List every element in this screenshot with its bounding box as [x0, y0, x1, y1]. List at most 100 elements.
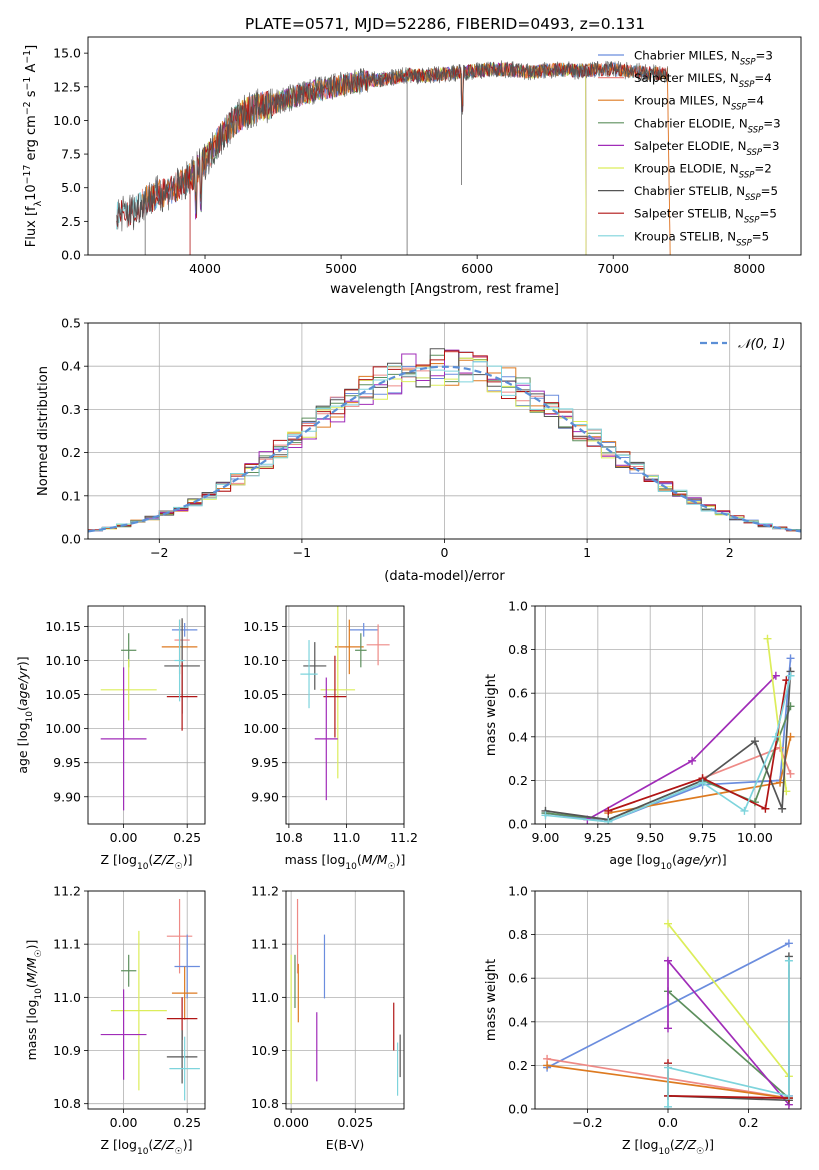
x-tick-label: 1	[583, 545, 591, 560]
y-axis-label: Flux [fλ10−17 erg cm−2 s−1 A−1]	[22, 45, 44, 247]
y-tick-label: 0.1	[61, 488, 81, 503]
x-axis-label: Z [log10(Z/Z☉)]	[101, 1137, 193, 1157]
plot-area-age_vs_mass	[300, 606, 390, 801]
axes-frame	[87, 322, 802, 540]
axes-mass_vs_ebv: 0.000 0.025 10.8 10.9 11.0 11.1 11.2 E(B-V)	[251, 884, 405, 1152]
axes-frame	[87, 605, 206, 825]
weight-marker	[740, 806, 749, 815]
weight-marker	[784, 1091, 793, 1100]
y-axis-label: Normed distribution	[36, 366, 51, 496]
weight-marker	[698, 778, 707, 787]
y-tick-label: 0.4	[61, 359, 81, 374]
weight-line	[608, 679, 788, 812]
x-tick-label: 0.025	[337, 1115, 373, 1130]
x-tick-label: 0.0	[658, 1115, 678, 1130]
weight-marker	[761, 804, 770, 813]
plot-area-mass_vs_Z	[100, 898, 200, 1101]
y-tick-label: 10.10	[45, 653, 81, 668]
y-tick-label: 0.3	[61, 402, 81, 417]
y-tick-label: 0.8	[508, 642, 528, 657]
x-tick-label: 7000	[597, 261, 629, 276]
spectrum-line	[191, 62, 587, 255]
y-tick-label: 11.1	[251, 937, 279, 952]
y-tick-label: 10.05	[45, 687, 81, 702]
weight-line	[545, 675, 792, 823]
x-axis-label: Z [log10(Z/Z☉)]	[101, 852, 193, 872]
weight-line	[667, 960, 790, 1107]
weight-marker	[786, 732, 795, 741]
y-tick-label: 10.9	[53, 1043, 81, 1058]
x-tick-label: −1	[293, 545, 311, 560]
y-tick-label: 0.5	[61, 316, 81, 331]
x-tick-label: 9.25	[584, 830, 612, 845]
y-tick-label: 11.0	[53, 990, 81, 1005]
weight-marker	[786, 671, 795, 680]
y-tick-label: 1.0	[508, 599, 528, 614]
x-tick-label: 4000	[189, 261, 221, 276]
weight-marker	[784, 956, 793, 965]
axes-age_vs_mass: 10.8 11.0 11.2 9.90 9.95 10.00 10.05 10.10 10.15…	[243, 605, 418, 872]
spectrum-line	[191, 62, 587, 255]
y-tick-label: 10.8	[53, 1096, 81, 1111]
figure-title: PLATE=0571, MJD=52286, FIBERID=0493, z=0…	[245, 15, 645, 33]
weight-marker	[750, 737, 759, 746]
x-tick-label: 9.50	[636, 830, 664, 845]
x-tick-label: 6000	[461, 261, 493, 276]
x-axis-label: (data-model)/error	[384, 569, 505, 584]
y-tick-label: 1.0	[508, 884, 528, 899]
x-tick-label: −0.2	[572, 1115, 602, 1130]
legend-label: Chabrier MILES, NSSP=3	[634, 49, 773, 68]
y-axis-label: mass weight	[484, 959, 499, 1041]
y-tick-label: 0.0	[508, 817, 528, 832]
x-axis-label: Z [log10(Z/Z☉)]	[622, 1137, 714, 1157]
legend-label: Salpeter ELODIE, NSSP=3	[634, 139, 779, 158]
x-axis-label: wavelength [Angstrom, rest frame]	[330, 282, 559, 297]
y-tick-label: 11.0	[251, 990, 279, 1005]
weight-marker	[786, 769, 795, 778]
weight-line	[667, 923, 790, 1077]
axes-age_vs_Z: 0.00 0.25 9.90 9.95 10.00 10.05 10.10 10.15 Z [l…	[15, 605, 206, 872]
y-tick-label: 10.0	[53, 113, 81, 128]
axes-frame	[285, 890, 405, 1110]
histogram-step	[88, 361, 801, 533]
x-tick-label: 0.000	[273, 1115, 309, 1130]
y-tick-label: 0.2	[508, 773, 528, 788]
y-tick-label: 10.00	[45, 721, 81, 736]
x-tick-label: 0.25	[173, 1115, 201, 1130]
y-tick-label: 0.4	[508, 1014, 528, 1029]
legend: Chabrier MILES, NSSP=3 Salpeter MILES, NS…	[598, 49, 781, 248]
y-tick-label: 0.6	[508, 686, 528, 701]
weight-marker	[543, 1061, 552, 1070]
y-tick-label: 12.5	[53, 79, 81, 94]
y-axis-label: mass weight	[484, 674, 499, 756]
legend-label: Chabrier ELODIE, NSSP=3	[634, 116, 781, 135]
plot-area-spectrum	[116, 60, 671, 255]
x-tick-label: 0.00	[110, 830, 138, 845]
axes-frame	[87, 36, 802, 256]
y-tick-label: 9.90	[251, 789, 279, 804]
spectrum-line	[116, 62, 669, 227]
y-tick-label: 10.15	[243, 619, 279, 634]
weight-marker	[604, 806, 613, 815]
weight-marker	[664, 919, 672, 928]
x-tick-label: 10.00	[737, 830, 773, 845]
weight-marker	[664, 1102, 672, 1109]
plot-area-residuals	[88, 348, 801, 534]
y-tick-label: 10.00	[243, 721, 279, 736]
y-tick-label: 11.2	[53, 884, 81, 899]
x-axis-label: mass [log10(M/M☉)]	[285, 852, 406, 872]
legend-label: Kroupa ELODIE, NSSP=2	[634, 162, 772, 181]
axes-weight_vs_age: 9.00 9.25 9.50 9.75 10.00 0.0 0.2 0.4 0.6 0.8 1.0 a…	[484, 599, 802, 872]
y-tick-label: 2.5	[61, 214, 81, 229]
y-tick-label: 0.2	[61, 445, 81, 460]
weight-marker	[541, 811, 550, 820]
y-tick-label: 7.5	[61, 147, 81, 162]
weight-marker	[763, 634, 772, 643]
y-tick-label: 10.15	[45, 619, 81, 634]
plot-area-weight_vs_Z	[543, 919, 793, 1109]
axes-frame	[534, 890, 802, 1110]
x-tick-label: 8000	[733, 261, 765, 276]
weight-marker	[784, 939, 793, 948]
y-tick-label: 0.0	[61, 248, 81, 263]
